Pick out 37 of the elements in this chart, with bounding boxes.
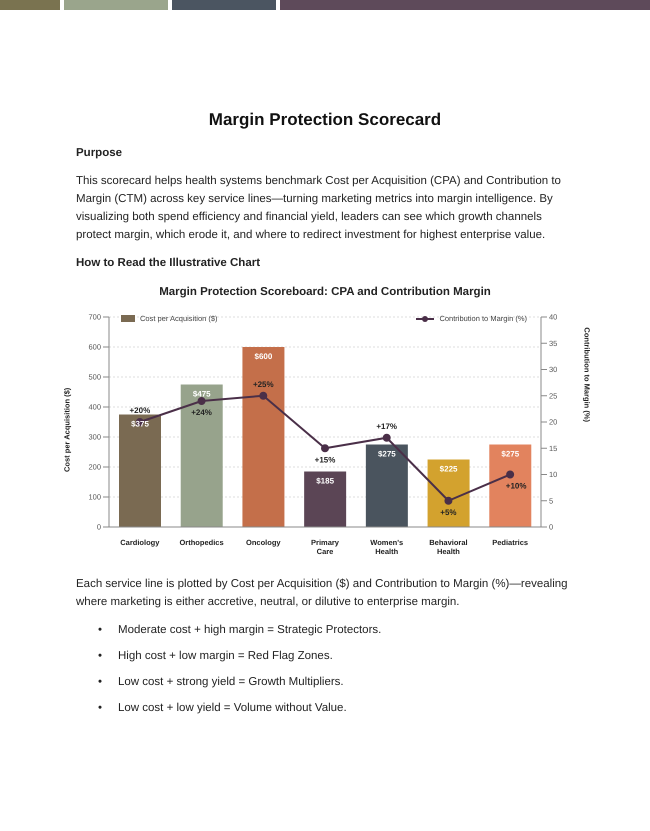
data-label: +25% <box>252 380 274 389</box>
data-label: $275 <box>501 450 520 458</box>
point <box>198 397 206 405</box>
text: • Low cost + strong yield = Growth Multipliers. <box>98 676 344 688</box>
data-label: +24% <box>191 408 212 417</box>
text: • Moderate cost + high margin = Strategic Protectors. <box>98 624 382 636</box>
data-label: +20% <box>130 406 150 415</box>
data-label: $225 <box>440 464 458 474</box>
data-label: $475 <box>192 390 212 398</box>
data-label: +17% <box>376 422 398 431</box>
data-label: $600 <box>254 352 273 361</box>
bar <box>489 444 532 527</box>
data-label: $375 <box>131 420 150 428</box>
chart-title: Margin Protection Scoreboard: CPA and Contribution Margin <box>158 286 492 298</box>
bar <box>366 444 408 527</box>
data-label: +15% <box>314 455 336 464</box>
text: How to Read the Illustrative Chart <box>76 256 262 271</box>
point <box>444 496 452 505</box>
text: • Low cost + low yield = Volume without Value. <box>98 702 347 714</box>
text: • High cost + low margin = Red Flag Zones. <box>98 650 333 662</box>
bar <box>304 472 346 527</box>
text: Purpose <box>76 146 124 161</box>
data-label: $275 <box>378 450 396 458</box>
bar <box>428 460 470 527</box>
bar <box>242 347 284 527</box>
bar <box>180 384 223 527</box>
text: Each service line is plotted by Cost per Acquisition ($) and Contribution to Margin (%)—revealing where marketing is either accretive, neutral, or dilutive to enterprise margin. <box>76 577 569 610</box>
data-label: +5% <box>440 508 457 517</box>
text: Margin Protection Scorecard <box>208 110 442 130</box>
bar <box>119 414 161 527</box>
point <box>259 392 268 400</box>
data-label: $185 <box>316 476 335 486</box>
data-label: +10% <box>506 482 526 490</box>
point <box>506 470 514 478</box>
point <box>382 434 391 442</box>
text: This scorecard helps health systems benchmark Cost per Acquisition (CPA) and Contribution to Margin (CTM) across key service lines—turning marketing metrics into margin intelligence. By visualizing both spend efficiency and financial yield, leaders can see which growth channels protect margin, which erode it, and where to redirect investment for highest enterprise value. <box>76 174 562 243</box>
point <box>321 444 329 452</box>
